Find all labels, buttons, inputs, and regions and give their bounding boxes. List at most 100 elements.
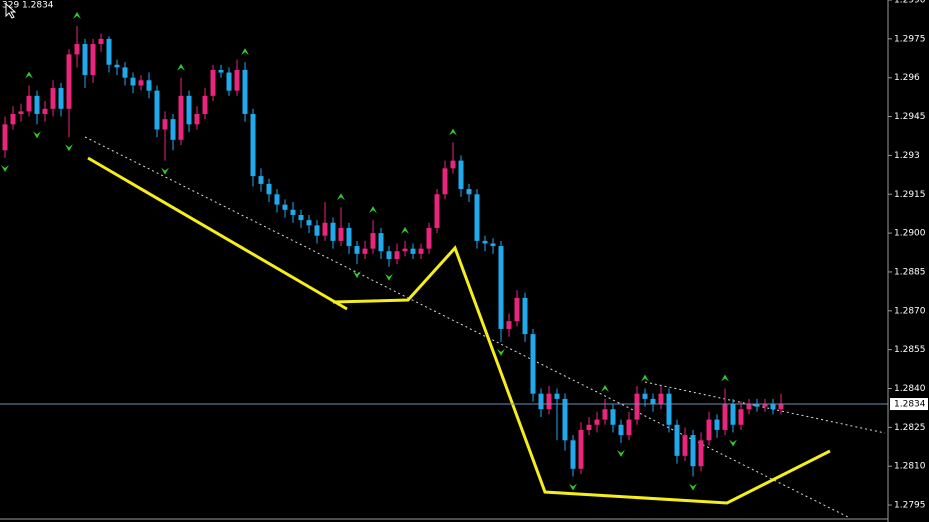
fractal-down-arrow [729,439,737,447]
candle-body [522,297,528,335]
candle-body [690,435,696,467]
y-tick-label: 1.2795 [894,501,926,511]
chart-header: 329 1.2834 [2,1,54,11]
fractal-down-arrow [1,164,9,172]
fractal-up-arrow [177,63,185,71]
candle-body [258,176,264,184]
fractal-down-arrow [569,483,577,491]
candles [1,11,784,491]
candle-body [226,72,232,91]
candle-body [682,435,688,456]
fractal-down-arrow [617,449,625,457]
y-tick-label: 1.2825 [894,423,926,433]
candle-body [266,183,272,195]
candle-body [746,404,752,410]
candle-body [730,404,736,425]
candle-body [546,393,552,410]
fractal-up-arrow [641,374,649,382]
candle-body [698,440,704,467]
fractal-up-arrow [369,206,377,214]
candle-body [346,227,352,247]
candle-body [778,404,784,410]
y-tick-label: 1.2915 [894,190,926,200]
y-tick-label: 1.2990 [894,0,926,6]
candle-body [250,113,256,177]
candle-body [570,440,576,469]
candle-body [538,393,544,410]
candle-body [90,44,96,76]
candle-body [378,233,384,252]
candle-body [714,419,720,430]
fractal-up-arrow [241,48,249,56]
candle-body [658,393,664,405]
candle-body [18,111,24,114]
candle-body [770,404,776,410]
zigzag-line [87,156,348,311]
candle-body [514,297,520,322]
candle-body [626,419,632,436]
y-tick-label: 1.2870 [894,306,926,316]
y-tick-label: 1.296 [894,73,920,83]
candle-body [186,95,192,125]
y-tick-label: 1.2885 [894,267,926,277]
candle-body [138,80,144,86]
candle-body [154,90,160,130]
candle-body [234,69,240,91]
candle-body [106,38,112,65]
candle-body [242,69,248,114]
fractal-down-arrow [353,271,361,279]
candle-body [642,393,648,399]
candle-body [754,404,760,407]
fractal-up-arrow [337,193,345,201]
fractal-up-arrow [401,226,409,234]
candle-body [146,80,152,91]
candle-body [274,194,280,205]
candle-body [618,424,624,436]
fractal-up-arrow [601,384,609,392]
candle-body [426,227,432,249]
candle-body [578,429,584,469]
candle-body [706,419,712,441]
candle-body [370,233,376,249]
candle-body [2,124,8,151]
candle-body [474,194,480,241]
candle-body [82,44,88,76]
y-tick-label: 1.2945 [894,112,926,122]
candle-body [354,246,360,254]
candle-body [322,222,328,236]
zigzag-line [332,245,831,505]
fractal-down-arrow [65,144,73,152]
candle-body [762,404,768,407]
current-price-label: 1.2834 [894,400,926,410]
y-tick-label: 1.2900 [894,229,926,239]
candle-body [194,113,200,125]
candle-body [362,248,368,254]
y-tick-label: 1.2975 [894,34,926,44]
candle-body [458,160,464,190]
candle-body [42,108,48,114]
candle-body [394,251,400,259]
candle-body [98,38,104,45]
candle-body [178,95,184,140]
candle-body [490,243,496,247]
current-price-box [890,398,928,411]
y-tick-label: 1.293 [894,151,920,161]
candle-body [290,209,296,215]
candle-body [202,95,208,114]
candle-body [330,222,336,241]
candle-body [450,160,456,169]
candle-body [594,419,600,425]
candle-body [210,69,216,96]
fractal-down-arrow [385,273,393,281]
candle-body [162,119,168,130]
candle-body [498,246,504,329]
candle-body [34,95,40,114]
candle-body [386,251,392,259]
candle-body [298,214,304,221]
candle-body [722,404,728,430]
candle-body [466,189,472,195]
fractal-down-arrow [33,131,41,139]
